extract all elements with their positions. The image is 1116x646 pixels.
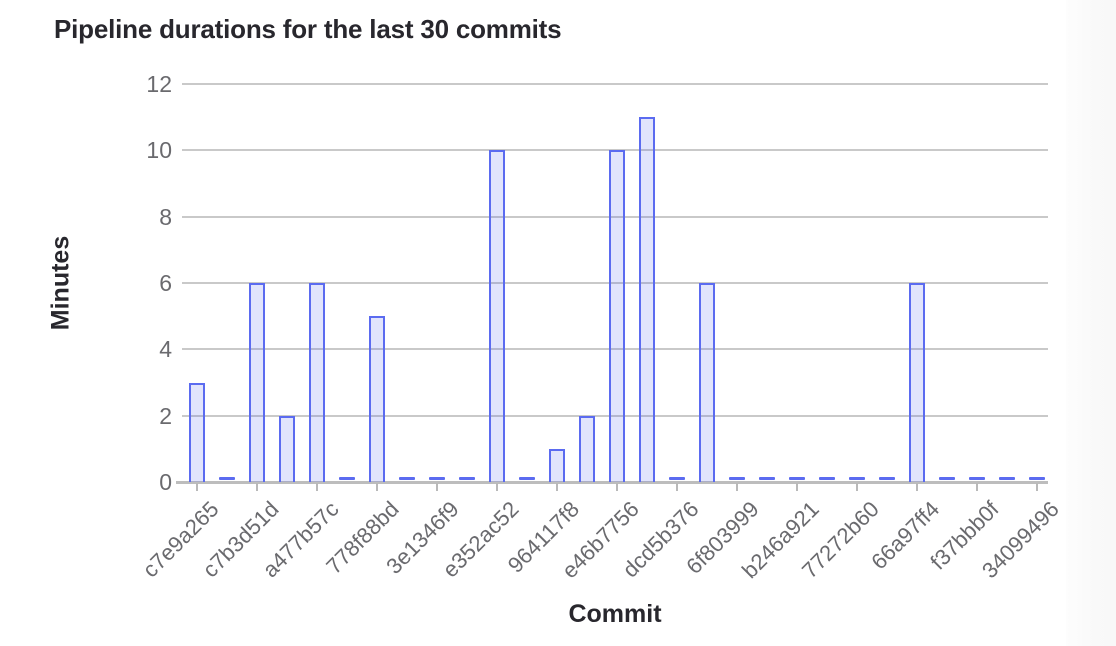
pipeline-duration-zero-bar[interactable] bbox=[399, 477, 415, 480]
gridline bbox=[182, 348, 1048, 351]
pipeline-duration-bar[interactable] bbox=[369, 316, 385, 482]
x-tick-mark bbox=[736, 483, 738, 491]
x-tick-mark bbox=[676, 483, 678, 491]
pipeline-duration-bar[interactable] bbox=[489, 150, 505, 482]
pipeline-duration-zero-bar[interactable] bbox=[1029, 477, 1045, 480]
pipeline-duration-bar[interactable] bbox=[639, 117, 655, 482]
pipeline-duration-bar[interactable] bbox=[609, 150, 625, 482]
x-tick-mark bbox=[856, 483, 858, 491]
y-tick-label: 0 bbox=[159, 469, 172, 495]
x-tick-mark bbox=[196, 483, 198, 491]
pipeline-duration-zero-bar[interactable] bbox=[459, 477, 475, 480]
pipeline-duration-zero-bar[interactable] bbox=[789, 477, 805, 480]
pipeline-duration-zero-bar[interactable] bbox=[999, 477, 1015, 480]
pipeline-duration-zero-bar[interactable] bbox=[759, 477, 775, 480]
pipeline-duration-zero-bar[interactable] bbox=[219, 477, 235, 480]
pipeline-duration-zero-bar[interactable] bbox=[669, 477, 685, 480]
x-tick-mark bbox=[616, 483, 618, 491]
pipeline-duration-zero-bar[interactable] bbox=[429, 477, 445, 480]
x-tick-mark bbox=[496, 483, 498, 491]
x-tick-mark bbox=[916, 483, 918, 491]
x-tick-mark bbox=[1036, 483, 1038, 491]
gridline bbox=[182, 282, 1048, 284]
pipeline-duration-zero-bar[interactable] bbox=[879, 477, 895, 480]
gridline bbox=[182, 414, 1048, 417]
x-tick-mark bbox=[256, 483, 258, 491]
pipeline-duration-bar[interactable] bbox=[309, 283, 325, 482]
gridline bbox=[182, 215, 1048, 218]
y-tick-label: 8 bbox=[159, 203, 172, 230]
pipeline-duration-zero-bar[interactable] bbox=[819, 477, 835, 480]
pipeline-duration-bar[interactable] bbox=[699, 283, 715, 482]
y-tick-label: 10 bbox=[146, 137, 172, 164]
pipeline-duration-bar[interactable] bbox=[249, 283, 265, 482]
x-tick-mark bbox=[436, 483, 438, 491]
pipeline-duration-bar[interactable] bbox=[189, 382, 205, 482]
y-tick-label: 6 bbox=[159, 270, 172, 296]
pipeline-duration-zero-bar[interactable] bbox=[849, 477, 865, 480]
x-axis-baseline bbox=[176, 481, 1048, 484]
gridline bbox=[182, 83, 1048, 85]
pipeline-duration-bar[interactable] bbox=[279, 415, 295, 482]
chart-title: Pipeline durations for the last 30 commi… bbox=[54, 14, 562, 44]
x-axis-title: Commit bbox=[568, 600, 662, 628]
pipeline-duration-zero-bar[interactable] bbox=[969, 477, 985, 480]
pipeline-duration-bar[interactable] bbox=[549, 448, 565, 482]
pipeline-duration-zero-bar[interactable] bbox=[519, 477, 535, 480]
x-tick-mark bbox=[556, 483, 558, 491]
pipeline-duration-bar[interactable] bbox=[579, 415, 595, 482]
x-tick-mark bbox=[976, 483, 978, 491]
pipeline-duration-bar[interactable] bbox=[909, 283, 925, 482]
x-tick-mark bbox=[376, 483, 378, 491]
x-tick-mark bbox=[796, 483, 798, 491]
y-tick-label: 12 bbox=[146, 71, 172, 97]
pipeline-duration-zero-bar[interactable] bbox=[729, 477, 745, 480]
y-tick-label: 2 bbox=[159, 402, 172, 429]
pipeline-duration-zero-bar[interactable] bbox=[939, 477, 955, 480]
y-tick-label: 4 bbox=[159, 336, 172, 363]
page-background-panel bbox=[1066, 0, 1116, 646]
pipeline-duration-zero-bar[interactable] bbox=[339, 477, 355, 480]
x-tick-mark bbox=[316, 483, 318, 491]
